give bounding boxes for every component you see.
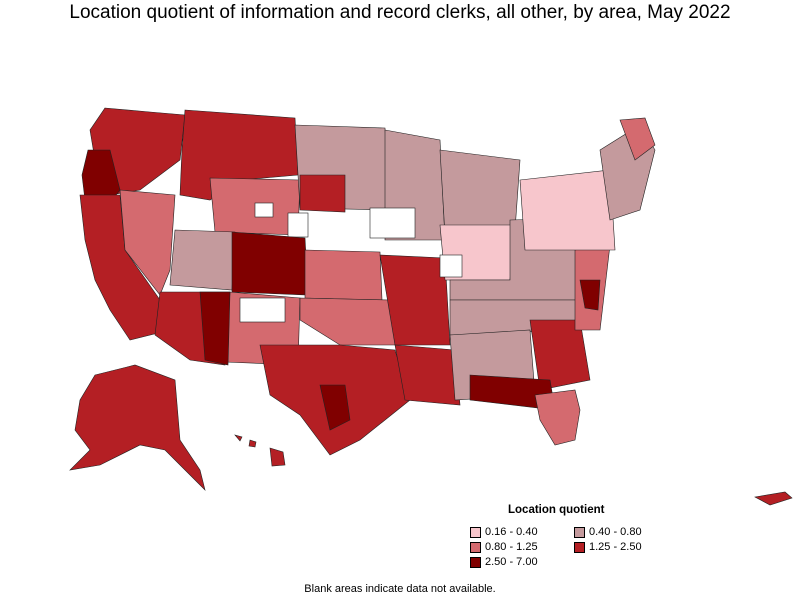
legend-item: 0.40 - 0.80: [574, 526, 674, 538]
legend-label: 0.80 - 1.25: [485, 541, 538, 553]
legend-swatch: [470, 526, 481, 538]
region-maine: [619, 117, 656, 161]
region-utah: [169, 229, 236, 291]
legend-item: 1.25 - 2.50: [574, 541, 674, 553]
region-florida: [534, 389, 581, 446]
legend-label: 0.40 - 0.80: [589, 526, 642, 538]
legend-item: 0.80 - 1.25: [470, 541, 574, 553]
footnote: Blank areas indicate data not available.: [304, 583, 496, 595]
legend-item: 0.16 - 0.40: [470, 526, 574, 538]
legend-items: 0.16 - 0.40 0.40 - 0.80 0.80 - 1.25 1.25…: [470, 526, 670, 568]
region-nebraska: [299, 174, 346, 213]
region-kansas: [304, 249, 383, 301]
no-data-wyoming: [254, 202, 274, 218]
region-pennsylvania-newyork: [519, 169, 616, 251]
legend-label: 0.16 - 0.40: [485, 526, 538, 538]
region-east-texas: [319, 384, 351, 431]
legend-label: 1.25 - 2.50: [589, 541, 642, 553]
region-georgia: [529, 319, 591, 391]
legend-swatch: [574, 541, 585, 553]
legend-item: 2.50 - 7.00: [470, 556, 574, 568]
page-title: Location quotient of information and rec…: [69, 2, 731, 23]
region-hawaii: [234, 434, 286, 467]
legend-swatch: [574, 526, 585, 538]
region-wisconsin-michigan: [439, 149, 521, 236]
region-new-mexico-west: [199, 291, 231, 366]
no-data-iowa: [369, 207, 416, 239]
region-colorado: [231, 231, 309, 296]
legend-title: Location quotient: [508, 504, 605, 516]
no-data-new-mexico: [239, 297, 286, 323]
map-legend: Location quotient 0.16 - 0.40 0.40 - 0.8…: [470, 504, 670, 568]
no-data-wyoming-east: [287, 212, 309, 238]
region-louisiana: [394, 344, 461, 406]
region-north-carolina-coast: [579, 279, 601, 311]
region-puerto-rico: [754, 491, 793, 506]
region-missouri-arkansas: [379, 254, 451, 346]
legend-swatch: [470, 541, 481, 553]
region-nevada: [119, 189, 176, 296]
legend-label: 2.50 - 7.00: [485, 556, 538, 568]
region-alaska: [69, 364, 206, 491]
no-data-illinois: [439, 254, 463, 278]
region-oklahoma: [299, 297, 396, 346]
legend-swatch: [470, 556, 481, 568]
